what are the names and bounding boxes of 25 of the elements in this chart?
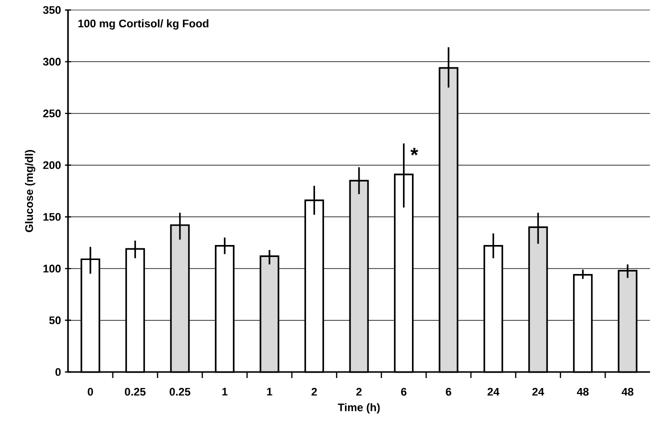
x-tick-label: 0.25	[170, 388, 190, 396]
x-tick-label: 6	[401, 388, 406, 396]
x-tick-label: 1	[267, 388, 272, 396]
text: 100 mg Cortisol/ kg Food	[78, 19, 208, 30]
x-axis-title: Time (h)	[338, 403, 380, 414]
x-tick-label: 6	[446, 388, 452, 396]
y-tick-label: 300	[43, 58, 61, 66]
x-tick-label: 1	[222, 388, 228, 396]
y-tick-label: 200	[43, 161, 61, 170]
y-tick-label: 0	[55, 368, 61, 376]
x-tick-label: 48	[622, 388, 634, 396]
y-tick-label: 100	[43, 264, 61, 272]
x-tick-label: 24	[532, 388, 544, 396]
x-tick-label: 0	[88, 388, 93, 396]
x-tick-label: 48	[576, 388, 589, 396]
y-tick-label: 50	[49, 316, 61, 324]
y-axis-title: Glucose (mg/dl)	[24, 150, 36, 232]
y-tick-label: 250	[43, 110, 61, 118]
x-tick-label: 0.25	[124, 388, 146, 396]
x-tick-label: 2	[312, 388, 317, 396]
x-tick-label: 2	[356, 388, 362, 396]
x-tick-label: 24	[488, 388, 500, 396]
y-tick-label: 350	[43, 6, 61, 14]
y-tick-label: 150	[43, 212, 61, 221]
annotation: *	[410, 148, 418, 156]
